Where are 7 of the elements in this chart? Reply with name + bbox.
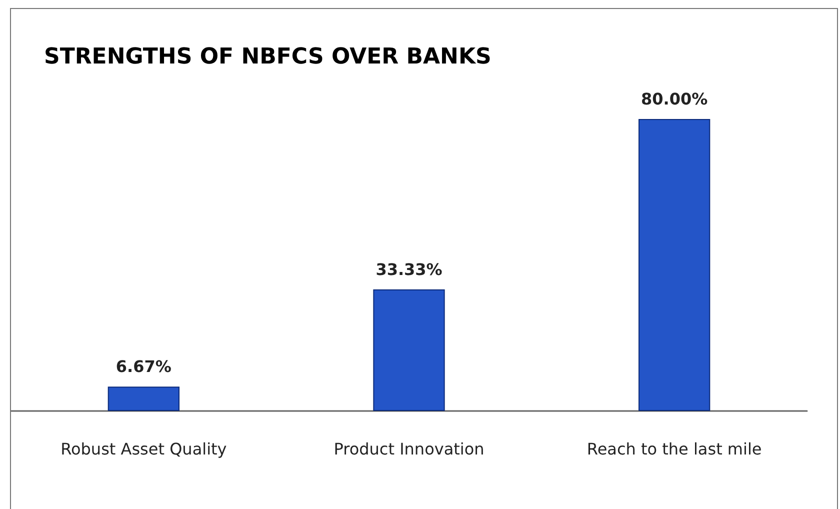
x-tick-label: Reach to the last mile xyxy=(586,440,762,458)
x-tick-label: Product Innovation xyxy=(334,440,484,458)
chart-title: STRENGTHS OF NBFCS OVER BANKS xyxy=(44,44,492,70)
data-label: 33.33% xyxy=(376,260,442,279)
x-tick-label: Robust Asset Quality xyxy=(60,440,227,458)
data-label: 6.67% xyxy=(116,357,172,376)
data-label: 80.00% xyxy=(641,90,708,108)
